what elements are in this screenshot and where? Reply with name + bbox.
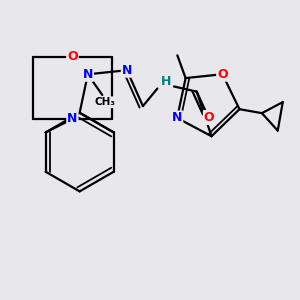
Text: CH₃: CH₃ (95, 97, 116, 107)
Text: O: O (217, 68, 228, 81)
Text: O: O (204, 111, 214, 124)
Text: N: N (172, 112, 182, 124)
Text: N: N (67, 112, 78, 125)
Text: H: H (160, 75, 171, 88)
Text: N: N (122, 64, 132, 77)
Text: N: N (82, 68, 93, 81)
Text: O: O (67, 50, 78, 63)
